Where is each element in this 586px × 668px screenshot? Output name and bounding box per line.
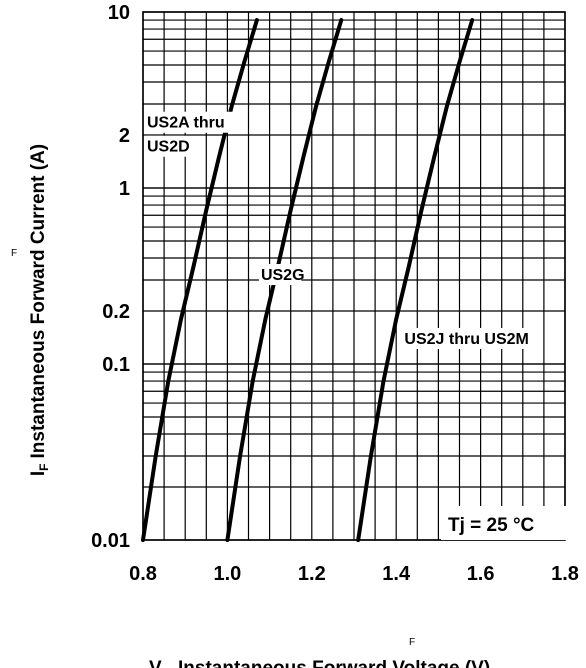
y-axis-subscript: F: [37, 463, 51, 470]
y-tick-label: 1: [119, 178, 130, 200]
plot-frame: [142, 11, 566, 541]
series-label-bg: [258, 264, 302, 286]
y-axis-symbol: I: [28, 471, 49, 476]
series-label-3: US2J thru US2M: [404, 331, 528, 348]
x-tick-label: 1.6: [467, 563, 495, 585]
x-tick-label: 1.0: [213, 563, 241, 585]
series-label-1: US2A thru: [147, 115, 225, 132]
series-line-3: [356, 18, 475, 542]
x-axis-title: VFInstantaneous Forward Voltage (V): [149, 658, 490, 668]
x-axis-symbol: V: [149, 658, 162, 668]
curves: [141, 18, 475, 542]
y-tick-label: 0.1: [102, 354, 130, 376]
x-tick-label: 0.8: [129, 563, 157, 585]
stray-mark-y: F: [11, 248, 17, 259]
curve-labels: US2A thru US2D US2G US2J thru US2M: [145, 111, 541, 349]
x-tick-label: 1.8: [551, 563, 579, 585]
y-tick-label: 0.01: [91, 530, 130, 552]
y-tick-labels: 0.01 0.1 0.2 1 2 10: [91, 2, 130, 552]
series-line-1: [141, 18, 259, 542]
series-line-2: [225, 18, 344, 542]
series-label-bg: [145, 111, 236, 133]
stray-mark-x: F: [409, 637, 415, 648]
annotation-box: Tj = 25 °C: [441, 506, 577, 540]
series-label-2: US2G: [261, 267, 305, 284]
y-tick-label: 0.2: [102, 301, 130, 323]
y-tick-label: 10: [108, 2, 130, 24]
series-label-bg: [145, 135, 188, 157]
x-axis-label: Instantaneous Forward Voltage (V): [178, 658, 490, 668]
grid: [142, 11, 566, 541]
y-axis-label: Instantaneous Forward Current (A): [28, 144, 49, 459]
x-tick-label: 1.4: [382, 563, 411, 585]
series-label-bg: [402, 327, 541, 349]
x-tick-labels: 0.8 1.0 1.2 1.4 1.6 1.8: [129, 563, 579, 585]
series-label-1: US2D: [147, 139, 190, 156]
y-tick-label: 2: [119, 125, 130, 147]
y-axis-title: IF Instantaneous Forward Current (A): [28, 144, 51, 476]
x-tick-label: 1.2: [298, 563, 326, 585]
temperature-annotation: Tj = 25 °C: [448, 515, 535, 536]
